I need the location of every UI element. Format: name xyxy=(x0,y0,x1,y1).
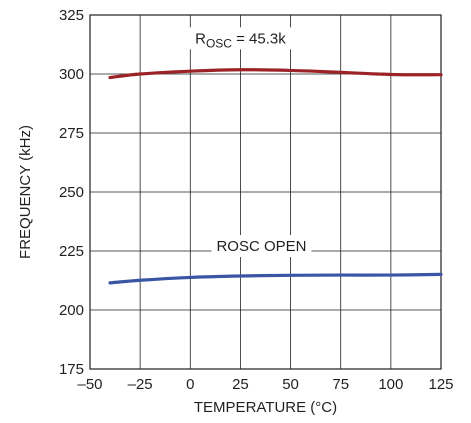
annotation-rosc-value: ROSC = 45.3k xyxy=(195,30,286,50)
y-tick-label: 300 xyxy=(59,66,84,83)
grid-lines xyxy=(90,15,441,369)
y-tick-label: 250 xyxy=(59,184,84,201)
x-tick-label: 125 xyxy=(428,376,453,393)
y-tick-label: 200 xyxy=(59,302,84,319)
x-tick-label: 25 xyxy=(232,376,249,393)
x-tick-label: 50 xyxy=(282,376,299,393)
annotation-rosc-open: ROSC OPEN xyxy=(216,238,306,255)
y-axis-title: FREQUENCY (kHz) xyxy=(17,125,34,259)
y-tick-label: 275 xyxy=(59,125,84,142)
annotation-bg-0 xyxy=(181,27,300,50)
y-tick-label: 175 xyxy=(59,361,84,378)
tick-labels: –50 –25 0 25 50 75 100 125 175 200 225 250 275 300 325 xyxy=(59,7,454,393)
x-axis-title: TEMPERATURE (°C) xyxy=(194,399,337,416)
x-tick-label: –25 xyxy=(128,376,153,393)
series-line-0 xyxy=(108,68,443,80)
plot-frame xyxy=(89,14,442,370)
y-tick-label: 325 xyxy=(59,7,84,24)
y-tick-label: 225 xyxy=(59,243,84,260)
series-line-1 xyxy=(108,272,443,285)
x-tick-label: 0 xyxy=(186,376,194,393)
data-series xyxy=(108,68,443,285)
x-tick-label: 100 xyxy=(378,376,403,393)
annotations: ROSC = 45.3k ROSC OPEN xyxy=(181,27,312,257)
annotation-bg-1 xyxy=(211,235,312,257)
x-tick-label: –50 xyxy=(77,376,102,393)
x-tick-label: 75 xyxy=(332,376,349,393)
